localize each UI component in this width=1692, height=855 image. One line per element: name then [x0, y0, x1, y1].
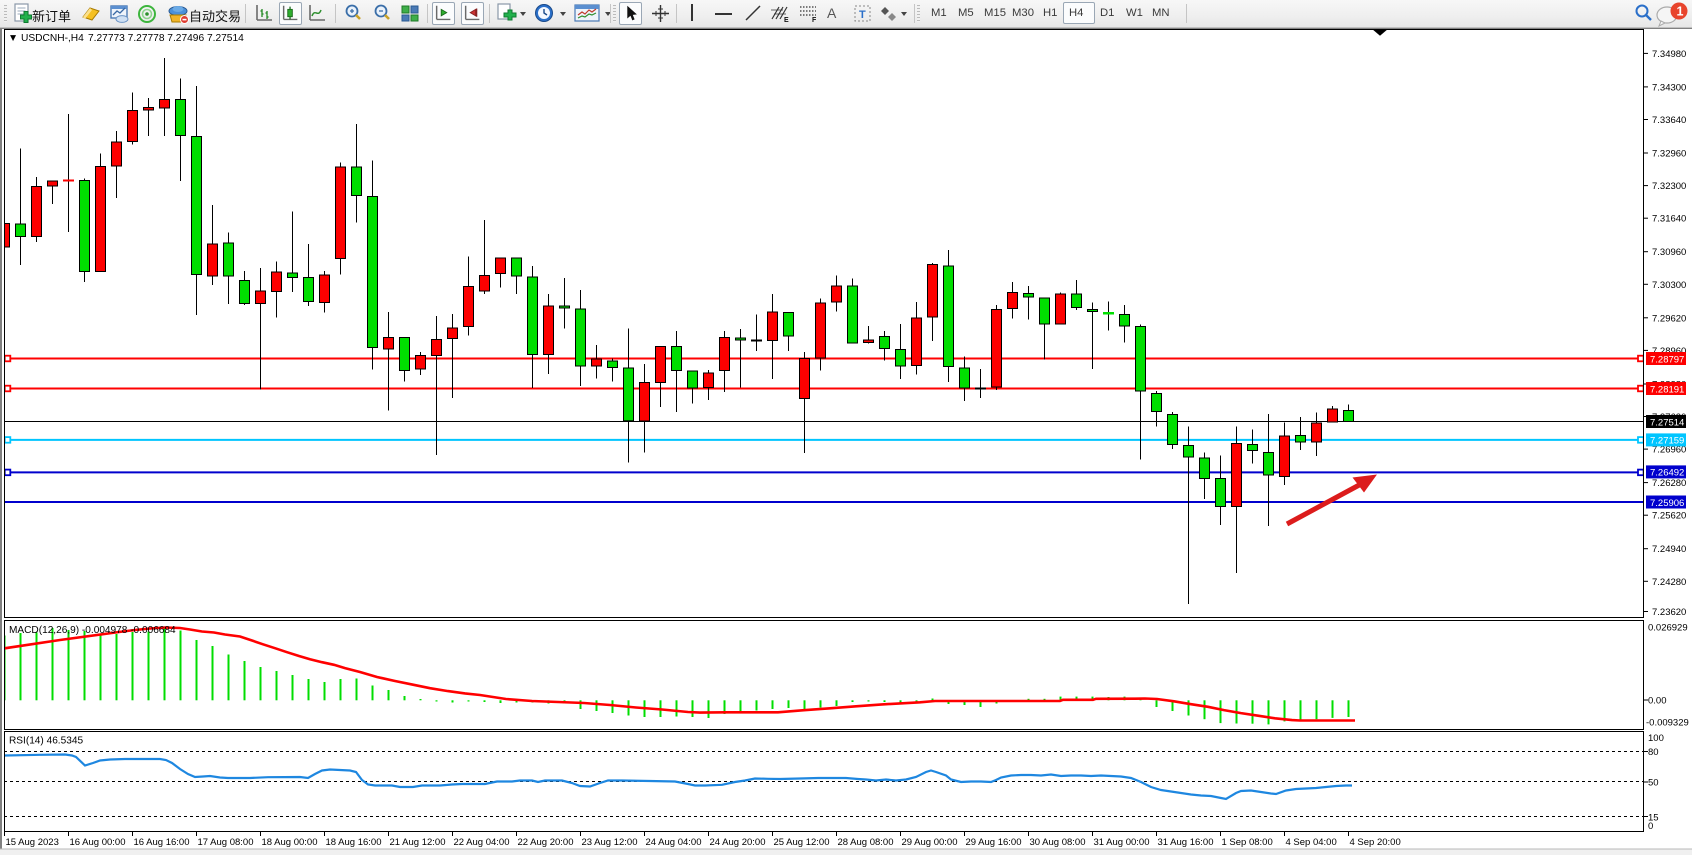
- svg-text:100: 100: [1648, 733, 1664, 744]
- svg-text:22 Aug 20:00: 22 Aug 20:00: [518, 837, 574, 848]
- svg-text:4 Sep 04:00: 4 Sep 04:00: [1286, 837, 1337, 848]
- svg-text:7.24280: 7.24280: [1652, 577, 1686, 588]
- svg-text:18 Aug 16:00: 18 Aug 16:00: [326, 837, 382, 848]
- svg-text:23 Aug 12:00: 23 Aug 12:00: [582, 837, 638, 848]
- svg-text:7.26492: 7.26492: [1650, 468, 1684, 479]
- svg-text:7.28797: 7.28797: [1650, 354, 1684, 365]
- svg-text:0: 0: [1648, 821, 1653, 832]
- svg-text:0.026929: 0.026929: [1648, 623, 1688, 634]
- svg-text:16 Aug 00:00: 16 Aug 00:00: [70, 837, 126, 848]
- svg-text:17 Aug 08:00: 17 Aug 08:00: [198, 837, 254, 848]
- svg-text:16 Aug 16:00: 16 Aug 16:00: [134, 837, 190, 848]
- svg-text:7.24940: 7.24940: [1652, 544, 1686, 555]
- svg-text:24 Aug 20:00: 24 Aug 20:00: [710, 837, 766, 848]
- svg-text:▼USDCNH-,H47.27773 7.27778 7.2: ▼ USDCNH-,H4 7.27773 7.27778 7.27496 7.275…: [8, 33, 244, 44]
- svg-text:28 Aug 08:00: 28 Aug 08:00: [838, 837, 894, 848]
- svg-text:7.23620: 7.23620: [1652, 607, 1686, 618]
- svg-text:21 Aug 12:00: 21 Aug 12:00: [390, 837, 446, 848]
- svg-text:7.27620: 7.27620: [1652, 412, 1686, 423]
- svg-text:24 Aug 04:00: 24 Aug 04:00: [646, 837, 702, 848]
- svg-text:MACD(12,26,9) -0.004978 -0.006: MACD(12,26,9) -0.004978 -0.006684: [9, 625, 176, 636]
- svg-text:7.32300: 7.32300: [1652, 181, 1686, 192]
- svg-text:7.26280: 7.26280: [1652, 478, 1686, 489]
- svg-text:29 Aug 00:00: 29 Aug 00:00: [902, 837, 958, 848]
- svg-text:0.00: 0.00: [1648, 696, 1667, 707]
- svg-text:1: 1: [1677, 5, 1684, 19]
- svg-text:7.28960: 7.28960: [1652, 346, 1686, 357]
- svg-text:80: 80: [1648, 747, 1659, 758]
- svg-text:31 Aug 00:00: 31 Aug 00:00: [1094, 837, 1150, 848]
- svg-text:15: 15: [1648, 813, 1659, 824]
- svg-text:7.27514: 7.27514: [1650, 417, 1684, 428]
- svg-text:25 Aug 12:00: 25 Aug 12:00: [774, 837, 830, 848]
- svg-text:-0.009329: -0.009329: [1646, 718, 1689, 729]
- svg-text:7.28280: 7.28280: [1652, 380, 1686, 391]
- svg-text:50: 50: [1648, 778, 1659, 789]
- svg-text:T: T: [859, 9, 866, 21]
- svg-text:7.32960: 7.32960: [1652, 149, 1686, 160]
- svg-text:7.34980: 7.34980: [1652, 49, 1686, 60]
- svg-text:7.26960: 7.26960: [1652, 445, 1686, 456]
- svg-text:15 Aug 2023: 15 Aug 2023: [6, 837, 59, 848]
- svg-text:7.25620: 7.25620: [1652, 511, 1686, 522]
- svg-text:7.30300: 7.30300: [1652, 280, 1686, 291]
- svg-text:F: F: [812, 17, 817, 23]
- svg-text:7.33640: 7.33640: [1652, 115, 1686, 126]
- svg-text:1 Sep 08:00: 1 Sep 08:00: [1222, 837, 1273, 848]
- svg-text:30 Aug 08:00: 30 Aug 08:00: [1030, 837, 1086, 848]
- svg-text:7.28191: 7.28191: [1650, 384, 1684, 395]
- svg-text:31 Aug 16:00: 31 Aug 16:00: [1158, 837, 1214, 848]
- svg-text:7.29620: 7.29620: [1652, 313, 1686, 324]
- svg-text:22 Aug 04:00: 22 Aug 04:00: [454, 837, 510, 848]
- svg-text:E: E: [784, 17, 789, 23]
- svg-text:29 Aug 16:00: 29 Aug 16:00: [966, 837, 1022, 848]
- svg-text:7.27159: 7.27159: [1650, 436, 1684, 447]
- svg-text:18 Aug 00:00: 18 Aug 00:00: [262, 837, 318, 848]
- svg-text:RSI(14) 46.5345: RSI(14) 46.5345: [9, 736, 83, 747]
- svg-text:7.34300: 7.34300: [1652, 82, 1686, 93]
- svg-text:7.25906: 7.25906: [1650, 498, 1684, 509]
- svg-text:7.30960: 7.30960: [1652, 247, 1686, 258]
- svg-text:4 Sep 20:00: 4 Sep 20:00: [1350, 837, 1401, 848]
- svg-text:7.31640: 7.31640: [1652, 214, 1686, 225]
